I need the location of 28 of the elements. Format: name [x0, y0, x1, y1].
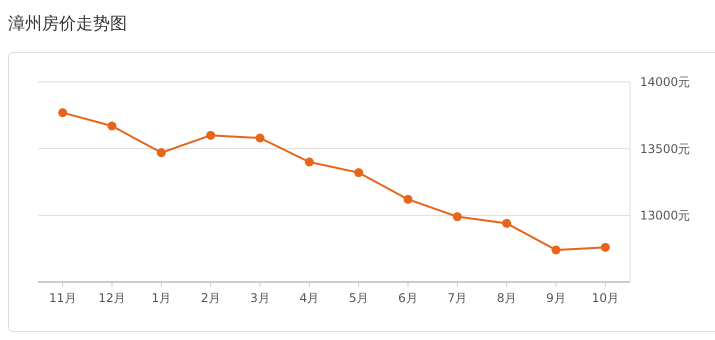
x-tick-label: 1月 [152, 291, 172, 305]
chart-title: 漳州房价走势图 [8, 14, 127, 34]
point [404, 194, 412, 204]
point [304, 158, 314, 166]
x-tick-label: 12月 [98, 291, 126, 305]
x-tick-label: 7月 [448, 291, 468, 305]
x-tick-label: 5月 [348, 291, 368, 305]
y-tick-label: 13000元 [640, 208, 690, 223]
x-tick-label: 11月 [49, 291, 76, 305]
point [452, 212, 462, 222]
x-tick-label: 4月 [300, 291, 320, 305]
point [206, 130, 216, 140]
point [502, 218, 512, 228]
point [58, 108, 68, 118]
point [156, 148, 166, 158]
x-tick-label: 3月 [250, 291, 270, 305]
x-tick-label: 6月 [398, 291, 418, 305]
point [256, 134, 264, 142]
x-tick-label: 9月 [546, 291, 566, 305]
point [354, 168, 364, 178]
x-tick-label: 2月 [200, 291, 220, 305]
x-tick-label: 8月 [496, 291, 516, 305]
point [552, 246, 560, 254]
y-tick-label: 14000元 [640, 75, 690, 90]
y-tick-label: 13500元 [640, 142, 690, 156]
x-tick-label: 10月 [592, 291, 619, 305]
point [108, 122, 116, 130]
point [600, 242, 610, 252]
